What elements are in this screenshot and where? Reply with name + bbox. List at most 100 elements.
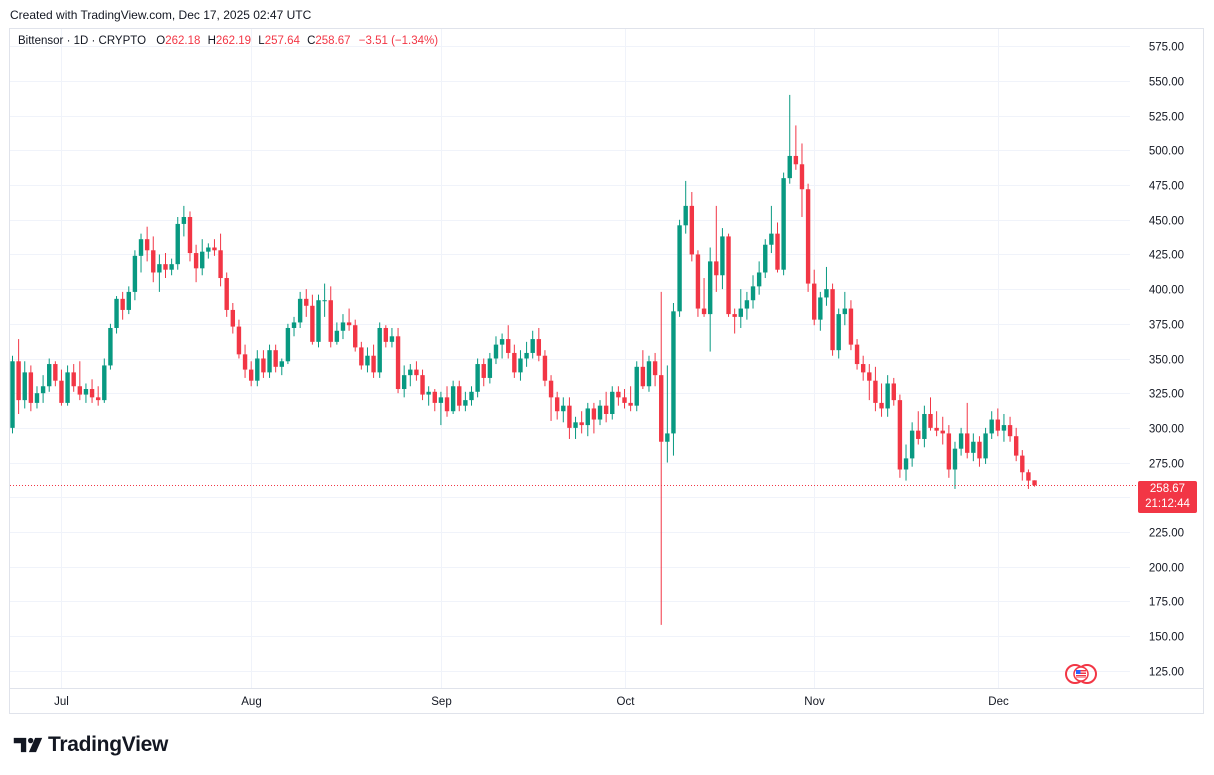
candle[interactable]: [836, 308, 841, 359]
candle[interactable]: [799, 143, 805, 217]
candle[interactable]: [922, 405, 927, 448]
candle[interactable]: [322, 283, 327, 317]
candle[interactable]: [573, 416, 578, 439]
candle[interactable]: [744, 291, 750, 320]
candle[interactable]: [83, 383, 89, 403]
candle[interactable]: [371, 344, 376, 378]
candle[interactable]: [120, 291, 125, 320]
candle[interactable]: [781, 172, 786, 276]
candle[interactable]: [652, 352, 658, 387]
candle[interactable]: [934, 411, 939, 437]
candle[interactable]: [218, 233, 223, 287]
candle[interactable]: [401, 365, 407, 398]
candle[interactable]: [1026, 469, 1031, 489]
candle[interactable]: [769, 205, 774, 254]
candle[interactable]: [683, 180, 688, 234]
candle[interactable]: [169, 258, 174, 276]
candle[interactable]: [28, 365, 34, 412]
candle[interactable]: [432, 389, 437, 412]
candle[interactable]: [628, 386, 633, 412]
candle[interactable]: [377, 322, 382, 378]
candle[interactable]: [952, 441, 958, 489]
candle[interactable]: [114, 296, 119, 334]
candle[interactable]: [885, 375, 890, 417]
candle[interactable]: [591, 402, 597, 434]
candle[interactable]: [756, 261, 762, 295]
candle[interactable]: [22, 361, 27, 409]
candle[interactable]: [805, 183, 811, 292]
candle[interactable]: [475, 358, 480, 398]
candle[interactable]: [212, 239, 217, 256]
candle[interactable]: [59, 369, 64, 406]
candle[interactable]: [536, 327, 542, 362]
candle[interactable]: [450, 380, 456, 414]
candle[interactable]: [408, 364, 413, 387]
candle[interactable]: [793, 125, 799, 170]
candle[interactable]: [701, 278, 707, 317]
candle[interactable]: [603, 391, 609, 423]
candle[interactable]: [487, 352, 493, 384]
candle[interactable]: [1013, 427, 1019, 462]
candle[interactable]: [53, 361, 58, 387]
candle[interactable]: [383, 325, 389, 348]
candle[interactable]: [297, 291, 303, 328]
us-flag-icon[interactable]: [1065, 664, 1097, 684]
candle[interactable]: [151, 236, 156, 283]
candle[interactable]: [224, 272, 229, 317]
candle[interactable]: [426, 386, 431, 406]
candle[interactable]: [200, 239, 205, 276]
candle[interactable]: [720, 228, 725, 290]
candle[interactable]: [597, 400, 603, 426]
candle[interactable]: [689, 192, 695, 262]
tradingview-brand[interactable]: TradingView: [12, 733, 168, 757]
candle[interactable]: [585, 402, 590, 437]
candle[interactable]: [1020, 450, 1025, 481]
candle[interactable]: [359, 341, 364, 370]
candle[interactable]: [610, 386, 615, 420]
candle[interactable]: [916, 411, 921, 445]
candle[interactable]: [750, 275, 756, 309]
candle[interactable]: [340, 314, 346, 340]
candle[interactable]: [854, 339, 860, 370]
candle[interactable]: [879, 383, 884, 417]
candle[interactable]: [860, 355, 866, 381]
candle[interactable]: [1001, 413, 1007, 442]
candle[interactable]: [102, 358, 107, 403]
candle[interactable]: [414, 361, 419, 381]
candle[interactable]: [242, 344, 248, 378]
candle[interactable]: [77, 361, 83, 401]
candle[interactable]: [267, 344, 272, 378]
candle[interactable]: [659, 291, 664, 625]
candle[interactable]: [493, 336, 499, 365]
candle[interactable]: [763, 239, 768, 279]
candle[interactable]: [175, 216, 180, 270]
candle[interactable]: [671, 303, 676, 456]
candle[interactable]: [187, 211, 193, 262]
candle[interactable]: [971, 433, 976, 462]
candle[interactable]: [273, 344, 278, 373]
candle[interactable]: [561, 397, 566, 423]
candle[interactable]: [677, 219, 682, 317]
candle[interactable]: [126, 286, 131, 315]
candle[interactable]: [940, 416, 945, 445]
candle[interactable]: [897, 394, 903, 478]
candle[interactable]: [261, 350, 266, 378]
candle[interactable]: [353, 319, 358, 352]
candle[interactable]: [518, 350, 523, 381]
candle[interactable]: [665, 365, 670, 463]
candle[interactable]: [16, 339, 21, 414]
candle[interactable]: [726, 233, 731, 317]
candle[interactable]: [47, 358, 52, 392]
candle[interactable]: [707, 247, 713, 352]
candle[interactable]: [108, 323, 113, 370]
candle[interactable]: [714, 205, 719, 292]
candle[interactable]: [1007, 416, 1013, 442]
candle[interactable]: [230, 303, 236, 334]
candle[interactable]: [40, 375, 46, 403]
candle[interactable]: [867, 364, 872, 401]
candle[interactable]: [89, 379, 95, 403]
candle[interactable]: [873, 366, 878, 412]
candle[interactable]: [65, 365, 70, 406]
candle[interactable]: [946, 425, 952, 478]
candle[interactable]: [1032, 480, 1037, 487]
